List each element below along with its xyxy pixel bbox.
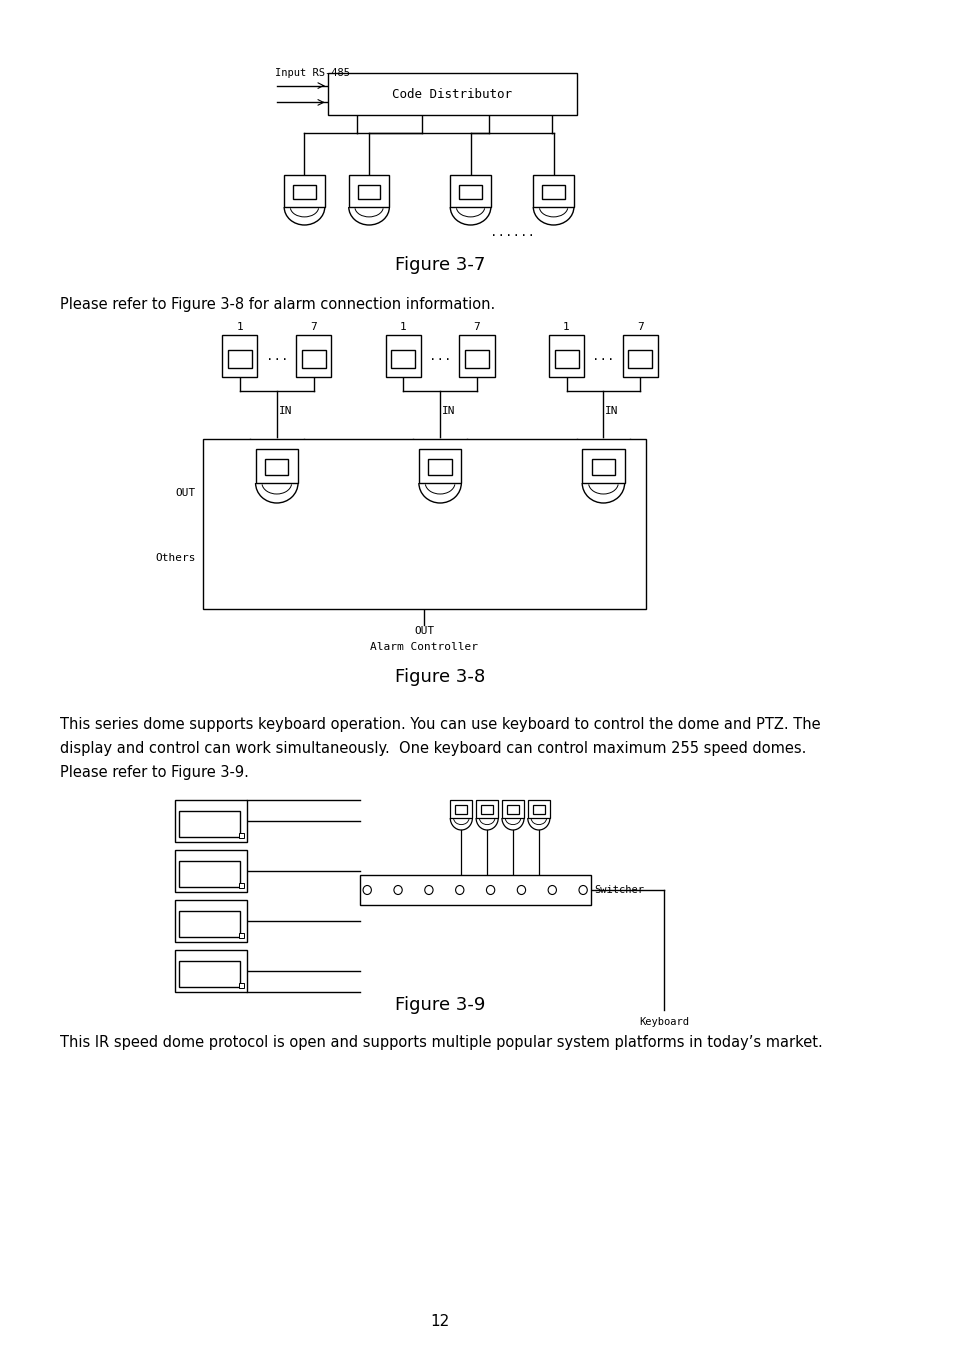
Bar [175,850,247,892]
Bar [222,335,257,377]
Bar [622,335,658,377]
Text: This IR speed dome protocol is open and supports multiple popular system platfor: This IR speed dome protocol is open and … [60,1035,821,1050]
Bar [464,350,489,369]
Bar [581,450,624,483]
Text: 1: 1 [562,323,569,332]
Text: IN: IN [441,406,455,416]
Text: Figure 3-9: Figure 3-9 [395,996,485,1014]
Bar [238,983,243,988]
Bar [391,350,415,369]
Bar [418,450,461,483]
Text: 1: 1 [399,323,406,332]
Text: IN: IN [604,406,618,416]
Bar [247,801,359,992]
Bar [238,833,243,838]
Bar [175,950,247,992]
Bar [591,459,615,474]
Bar [542,185,564,198]
Bar [203,439,645,609]
Text: OUT: OUT [175,489,195,498]
Text: ...: ... [592,350,614,363]
Text: IN: IN [278,406,292,416]
Text: Alarm Controller: Alarm Controller [370,643,477,652]
Bar [349,176,389,207]
Bar [459,185,481,198]
Bar [450,176,491,207]
Text: ...: ... [429,350,451,363]
Text: 7: 7 [473,323,480,332]
Bar [175,801,247,842]
Bar [265,459,288,474]
Circle shape [578,886,587,895]
Bar [533,176,574,207]
Circle shape [486,886,495,895]
Circle shape [456,886,463,895]
Bar [179,961,239,987]
Bar [501,801,523,818]
Text: 7: 7 [637,323,643,332]
Text: 1: 1 [236,323,243,332]
Text: ......: ...... [489,227,534,239]
Bar [628,350,652,369]
Circle shape [363,886,371,895]
Text: Figure 3-8: Figure 3-8 [395,668,485,686]
Bar [179,911,239,937]
Bar [255,450,297,483]
Text: Please refer to Figure 3-9.: Please refer to Figure 3-9. [60,765,249,780]
Bar [506,806,518,814]
Text: Figure 3-7: Figure 3-7 [395,256,485,274]
Circle shape [424,886,433,895]
Bar [527,801,549,818]
Text: Others: Others [155,554,195,563]
Bar [428,459,452,474]
Text: 7: 7 [310,323,316,332]
Bar [532,806,544,814]
Bar [548,335,583,377]
Bar [284,176,324,207]
Text: 12: 12 [430,1315,449,1330]
Bar [359,875,590,905]
Text: ...: ... [265,350,288,363]
Bar [238,883,243,888]
Bar [238,933,243,938]
Bar [476,801,497,818]
Text: Input RS-485: Input RS-485 [274,68,350,77]
Bar [327,73,576,115]
Bar [301,350,325,369]
Bar [228,350,252,369]
Text: OUT: OUT [414,626,435,636]
Circle shape [517,886,525,895]
Circle shape [548,886,556,895]
Bar [293,185,315,198]
Bar [357,185,380,198]
Text: Keyboard: Keyboard [639,1017,689,1027]
Text: display and control can work simultaneously.  One keyboard can control maximum 2: display and control can work simultaneou… [60,741,805,756]
Text: Please refer to Figure 3-8 for alarm connection information.: Please refer to Figure 3-8 for alarm con… [60,297,495,312]
Text: Switcher: Switcher [594,886,643,895]
Bar [480,806,493,814]
Bar [175,900,247,942]
Circle shape [394,886,402,895]
Bar [450,801,472,818]
Bar [179,861,239,887]
Text: Code Distributor: Code Distributor [392,88,512,100]
Bar [459,335,494,377]
Text: This series dome supports keyboard operation. You can use keyboard to control th: This series dome supports keyboard opera… [60,717,820,733]
Bar [554,350,578,369]
Bar [179,811,239,837]
Bar [295,335,331,377]
Bar [455,806,467,814]
Bar [385,335,420,377]
